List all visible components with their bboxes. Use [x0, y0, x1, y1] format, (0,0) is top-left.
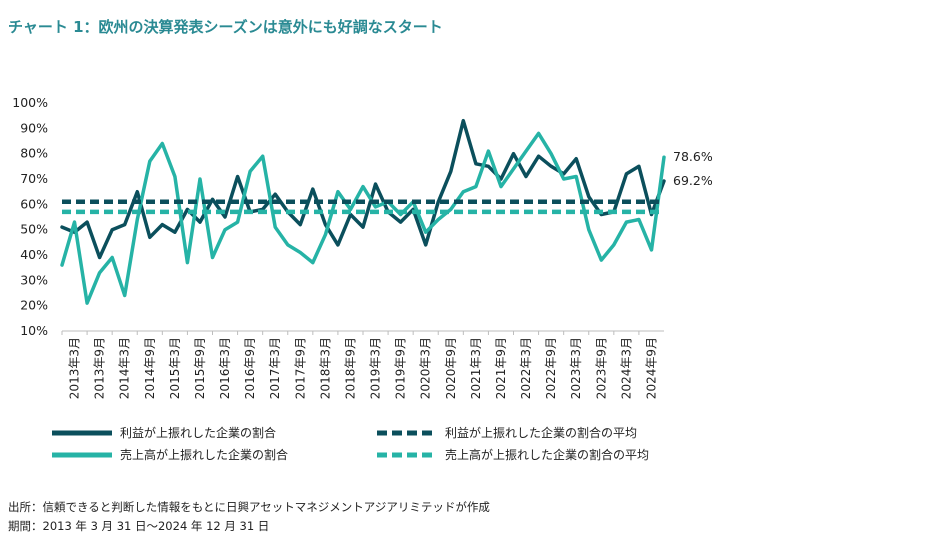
- end-value-label: 78.6%: [673, 149, 713, 164]
- chart-title: チャート 1：欧州の決算発表シーズンは意外にも好調なスタート: [8, 18, 443, 36]
- x-tick-label: 2021年3月: [469, 337, 483, 399]
- legend-label-sales: 売上高が上振れした企業の割合: [120, 448, 289, 462]
- x-tick-label: 2019年9月: [394, 337, 408, 399]
- legend-item-sales-avg: 売上高が上振れした企業の割合の平均: [377, 446, 649, 463]
- x-tick-label: 2016年3月: [218, 337, 232, 399]
- y-tick-label: 60%: [20, 196, 48, 211]
- x-tick-label: 2019年3月: [369, 337, 383, 399]
- footer: 出所：信頼できると判断した情報をもとに日興アセットマネジメントアジアリミテッドが…: [8, 498, 490, 536]
- x-tick-label: 2015年3月: [168, 337, 182, 399]
- end-value-label: 69.2%: [673, 173, 713, 188]
- legend-item-sales: 売上高が上振れした企業の割合: [52, 446, 288, 463]
- legend-swatch-sales: [52, 452, 112, 457]
- x-tick-label: 2020年9月: [444, 337, 458, 399]
- x-tick-label: 2014年3月: [118, 337, 132, 399]
- legend-label-earnings: 利益が上振れした企業の割合: [120, 426, 277, 440]
- x-tick-label: 2023年9月: [594, 337, 608, 399]
- legend-label-sales-avg: 売上高が上振れした企業の割合の平均: [445, 448, 650, 462]
- x-tick-label: 2022年9月: [544, 337, 558, 399]
- legend-label-earnings-avg: 利益が上振れした企業の割合の平均: [445, 426, 638, 440]
- legend-item-earnings: 利益が上振れした企業の割合: [52, 424, 276, 441]
- x-tick-label: 2018年9月: [343, 337, 357, 399]
- legend-item-earnings-avg: 利益が上振れした企業の割合の平均: [377, 424, 637, 441]
- period-note: 期間：2013 年 3 月 31 日～2024 年 12 月 31 日: [8, 519, 270, 533]
- y-tick-label: 40%: [20, 247, 48, 262]
- x-tick-label: 2020年3月: [419, 337, 433, 399]
- y-tick-label: 50%: [20, 222, 48, 237]
- y-tick-label: 20%: [20, 298, 48, 313]
- legend: 利益が上振れした企業の割合 利益が上振れした企業の割合の平均 売上高が上振れした…: [52, 424, 752, 464]
- x-tick-label: 2013年9月: [93, 337, 107, 399]
- legend-swatch-earnings: [52, 430, 112, 435]
- x-tick-label: 2024年3月: [619, 337, 633, 399]
- x-tick-label: 2023年3月: [569, 337, 583, 399]
- x-tick-label: 2015年9月: [193, 337, 207, 399]
- x-tick-label: 2024年9月: [644, 337, 658, 399]
- legend-swatch-sales-avg: [377, 452, 437, 457]
- source-note: 出所：信頼できると判断した情報をもとに日興アセットマネジメントアジアリミテッドが…: [8, 500, 490, 514]
- x-tick-label: 2017年9月: [293, 337, 307, 399]
- x-tick-label: 2017年3月: [268, 337, 282, 399]
- x-tick-label: 2013年3月: [68, 337, 82, 399]
- y-tick-label: 80%: [20, 146, 48, 161]
- y-tick-label: 30%: [20, 272, 48, 287]
- series-line-1: [60, 131, 666, 305]
- x-tick-label: 2021年9月: [494, 337, 508, 399]
- legend-swatch-earnings-avg: [377, 430, 437, 435]
- x-tick-label: 2016年9月: [243, 337, 257, 399]
- y-tick-label: 90%: [20, 120, 48, 135]
- x-tick-label: 2014年9月: [143, 337, 157, 399]
- y-tick-label: 70%: [20, 171, 48, 186]
- x-tick-label: 2022年3月: [519, 337, 533, 399]
- series-line-0: [60, 118, 666, 260]
- y-tick-label: 10%: [20, 323, 48, 338]
- y-tick-label: 100%: [12, 95, 48, 110]
- x-tick-label: 2018年3月: [318, 337, 332, 399]
